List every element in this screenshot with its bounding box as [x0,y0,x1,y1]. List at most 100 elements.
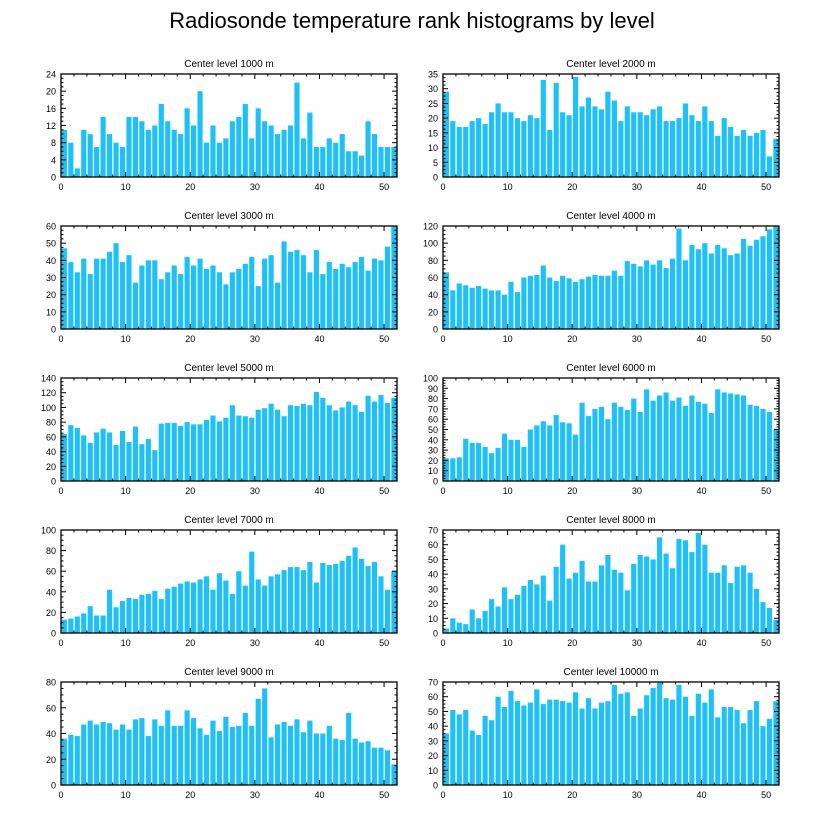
bar [378,394,384,481]
bar [708,413,714,481]
bar [753,405,760,481]
y-tick-label: 50 [46,239,56,249]
bar [663,121,669,177]
bar [463,285,469,329]
y-tick-label: 60 [46,222,56,232]
bar [281,416,287,481]
x-tick-label: 30 [632,638,642,648]
bar [456,283,462,329]
y-tick-label: 50 [428,707,438,717]
bar [320,146,326,177]
bar [333,738,339,785]
bar [773,138,779,177]
bar [145,439,151,481]
bar [592,708,598,785]
bar [242,416,248,481]
bar [262,688,268,785]
bar [216,573,223,633]
bar [560,112,566,177]
bar [165,121,171,177]
bar [268,576,274,633]
bar [721,565,727,633]
bar [191,125,197,177]
bar [119,146,126,177]
bar [268,125,274,177]
bar [74,428,80,481]
bar [547,129,553,177]
bar [644,260,650,329]
bar [126,442,132,481]
bar [482,124,488,177]
bar [476,118,482,177]
bar [592,106,598,177]
bar [585,416,592,481]
bar [514,701,521,785]
bar [229,593,235,633]
bar [107,589,113,633]
bar [708,572,714,633]
bar [450,618,456,633]
bar [255,286,261,329]
bar [339,560,345,633]
x-tick-label: 10 [121,638,131,648]
bar [760,236,766,329]
bar [676,397,682,481]
bar [637,555,643,633]
bar [605,701,611,785]
bar [113,142,119,177]
bar [100,116,106,177]
x-tick-label: 0 [58,638,63,648]
bar [734,394,740,481]
bar [384,146,391,177]
bar [728,707,734,785]
bar [255,108,261,177]
bar [443,458,449,481]
bar [113,729,119,785]
y-tick-label: 20 [46,462,56,472]
bar [326,405,332,481]
bar [184,581,190,633]
bar [631,563,637,633]
bar [119,430,126,481]
bar [346,267,352,329]
bar [695,121,701,177]
bar [695,401,701,481]
y-tick-label: 100 [41,403,56,413]
bar [676,118,682,177]
x-tick-label: 0 [58,486,63,496]
bar [313,582,319,633]
bar [663,392,669,481]
bar [508,281,514,329]
bar [178,425,184,481]
bar [553,415,559,481]
bar [68,262,74,329]
bar [469,609,475,633]
bar [359,256,365,329]
bar [346,712,352,785]
bar [294,250,300,329]
bar [171,725,177,785]
bar [165,422,171,481]
y-tick-label: 20 [46,755,56,765]
bar [547,425,553,481]
y-tick-label: 80 [46,678,56,688]
bar [527,115,533,177]
bar [165,272,171,329]
bar [197,258,203,329]
bar [631,715,637,785]
y-tick-label: 20 [46,608,56,618]
bar [119,262,126,329]
bar [547,277,553,329]
bar [605,555,611,633]
bar [766,718,773,785]
y-tick-label: 10 [428,614,438,624]
bar [540,704,546,785]
y-tick-label: 10 [428,466,438,476]
bar [139,121,145,177]
bar [145,593,151,633]
bar [249,725,255,785]
bar [165,710,171,785]
y-tick-label: 10 [428,143,438,153]
x-tick-label: 30 [632,182,642,192]
bar [734,135,740,177]
